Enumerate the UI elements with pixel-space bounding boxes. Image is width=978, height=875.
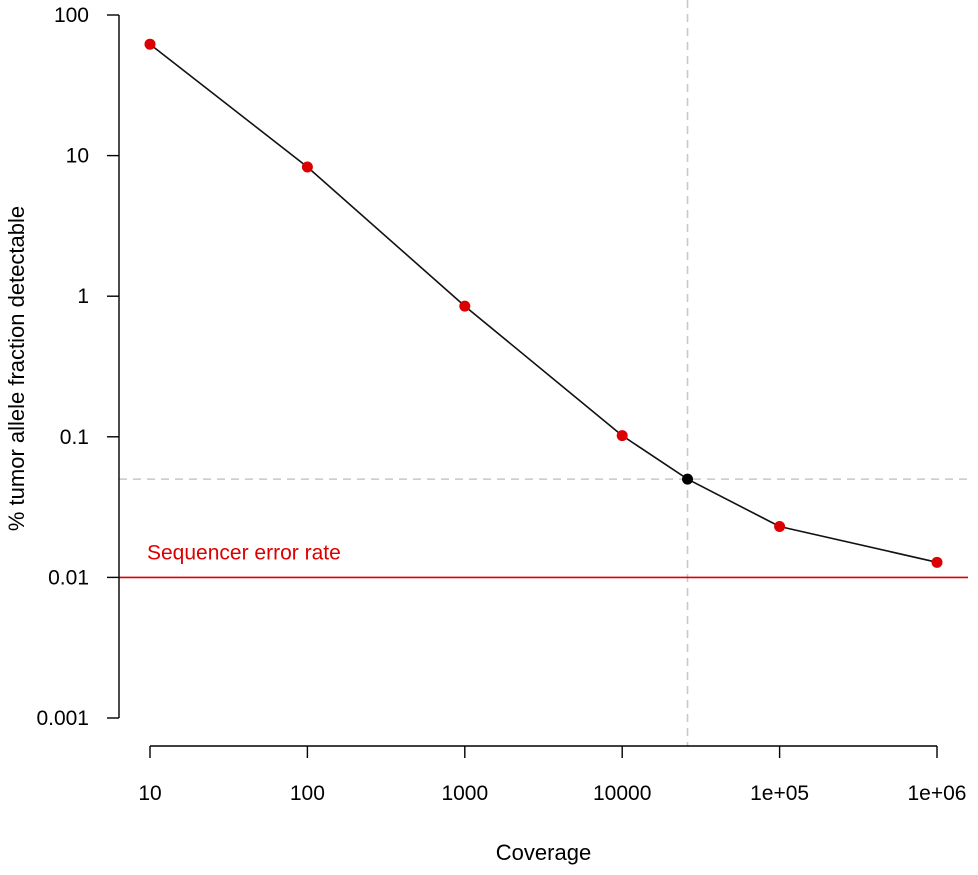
y-tick-label: 1 <box>77 285 89 308</box>
y-axis-title: % tumor allele fraction detectable <box>4 206 29 531</box>
highlight-point <box>682 473 694 485</box>
y-tick-label: 0.001 <box>36 707 89 730</box>
data-point <box>459 300 471 312</box>
x-tick-label: 1e+05 <box>750 782 809 805</box>
data-point <box>931 556 943 568</box>
y-tick-label: 10 <box>66 145 89 168</box>
x-axis-title: Coverage <box>496 840 591 865</box>
data-point <box>616 430 628 442</box>
x-tick-label: 1e+06 <box>908 782 967 805</box>
data-point <box>774 521 786 533</box>
y-tick-label: 100 <box>54 4 89 27</box>
x-tick-label: 100 <box>290 782 325 805</box>
data-points <box>144 38 943 568</box>
error-rate-label: Sequencer error rate <box>147 541 341 564</box>
y-tick-label: 0.1 <box>60 426 89 449</box>
reference-lines <box>119 0 968 746</box>
x-tick-label: 1000 <box>441 782 488 805</box>
x-tick-label: 10000 <box>593 782 651 805</box>
data-point <box>144 38 156 50</box>
y-tick-label: 0.01 <box>48 566 89 589</box>
data-point <box>301 161 313 173</box>
axes: 0.001 0.01 0.1 1 10 100 10 100 1000 10000 1e+05 1e+… <box>36 4 966 805</box>
x-tick-label: 10 <box>138 782 161 805</box>
series-line <box>149 43 938 564</box>
